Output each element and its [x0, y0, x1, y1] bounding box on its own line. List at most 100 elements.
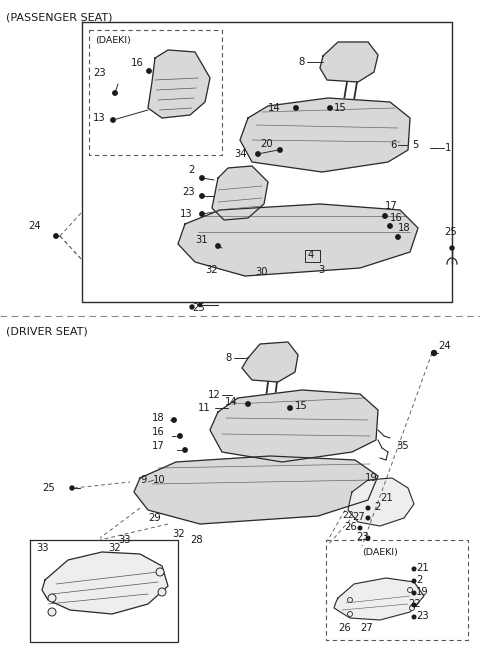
Circle shape [396, 235, 400, 239]
Circle shape [412, 615, 416, 619]
Circle shape [156, 568, 164, 576]
Circle shape [158, 588, 166, 596]
Text: 14: 14 [268, 103, 281, 113]
Circle shape [113, 91, 117, 95]
Text: 27: 27 [352, 512, 365, 522]
Text: 23: 23 [182, 187, 194, 197]
Text: (DAEKI): (DAEKI) [95, 36, 131, 45]
Circle shape [366, 536, 370, 540]
Circle shape [70, 486, 74, 490]
Circle shape [412, 579, 416, 583]
Text: 18: 18 [152, 413, 165, 423]
Circle shape [450, 246, 454, 250]
Text: 23: 23 [356, 532, 369, 542]
Text: 18: 18 [398, 223, 410, 233]
Text: 11: 11 [198, 403, 211, 413]
Text: 35: 35 [396, 441, 408, 451]
Text: 32: 32 [205, 265, 217, 275]
Text: 4: 4 [308, 250, 314, 260]
Text: 1: 1 [445, 143, 451, 153]
Polygon shape [320, 42, 378, 82]
Polygon shape [212, 166, 268, 220]
Circle shape [178, 434, 182, 438]
Text: (DRIVER SEAT): (DRIVER SEAT) [6, 326, 88, 336]
Text: 8: 8 [225, 353, 231, 363]
Polygon shape [242, 342, 298, 382]
Circle shape [199, 304, 202, 306]
Text: 22: 22 [408, 599, 421, 609]
Circle shape [383, 214, 387, 218]
Circle shape [412, 591, 416, 595]
Text: 8: 8 [298, 57, 304, 67]
Text: 28: 28 [190, 535, 203, 545]
Circle shape [412, 567, 416, 571]
Text: 16: 16 [390, 213, 403, 223]
Circle shape [200, 176, 204, 180]
Circle shape [366, 516, 370, 520]
Circle shape [147, 69, 151, 73]
Circle shape [256, 152, 260, 156]
Circle shape [190, 305, 194, 309]
Text: 13: 13 [180, 209, 192, 219]
Circle shape [328, 106, 332, 110]
Text: 3: 3 [318, 265, 324, 275]
Polygon shape [210, 390, 378, 462]
Text: (PASSENGER SEAT): (PASSENGER SEAT) [6, 12, 112, 22]
Circle shape [54, 234, 58, 238]
Text: 26: 26 [338, 623, 351, 633]
Text: 25: 25 [192, 303, 205, 313]
Polygon shape [134, 456, 378, 524]
Text: 33: 33 [36, 543, 48, 553]
Circle shape [172, 418, 176, 422]
Circle shape [48, 594, 56, 602]
Text: 19: 19 [365, 473, 378, 483]
Text: 13: 13 [93, 113, 106, 123]
Polygon shape [334, 578, 424, 620]
Circle shape [278, 148, 282, 152]
Text: 22: 22 [342, 512, 354, 520]
Text: 21: 21 [380, 493, 393, 503]
Text: 23: 23 [416, 611, 429, 621]
Text: 17: 17 [152, 441, 165, 451]
Text: 21: 21 [416, 563, 429, 573]
Text: 31: 31 [195, 235, 208, 245]
Text: 12: 12 [208, 390, 221, 400]
Text: 15: 15 [295, 401, 308, 411]
Circle shape [348, 611, 352, 617]
Circle shape [408, 588, 412, 592]
Text: 6: 6 [390, 140, 396, 150]
Text: 24: 24 [438, 341, 451, 351]
Circle shape [200, 194, 204, 198]
Circle shape [348, 598, 352, 602]
Text: 17: 17 [385, 201, 398, 211]
Text: 24: 24 [28, 221, 41, 231]
Polygon shape [348, 478, 414, 526]
Text: 14: 14 [225, 397, 238, 407]
Polygon shape [148, 50, 210, 118]
Circle shape [216, 244, 220, 248]
Text: 34: 34 [234, 149, 247, 159]
Polygon shape [42, 552, 168, 614]
Circle shape [183, 448, 187, 452]
Polygon shape [178, 204, 418, 276]
Text: 32: 32 [172, 529, 185, 539]
Circle shape [409, 605, 415, 611]
Circle shape [200, 212, 204, 216]
Text: 9: 9 [140, 475, 146, 485]
Text: (DAEKI): (DAEKI) [362, 548, 398, 557]
Circle shape [388, 224, 392, 228]
Text: 19: 19 [416, 587, 429, 597]
Text: 2: 2 [188, 165, 194, 175]
Text: 16: 16 [152, 427, 165, 437]
Text: 25: 25 [444, 227, 457, 237]
Text: 25: 25 [42, 483, 55, 493]
Circle shape [412, 604, 416, 607]
Text: 26: 26 [344, 522, 357, 532]
Circle shape [366, 506, 370, 510]
Text: 16: 16 [131, 58, 144, 68]
Text: 23: 23 [93, 68, 106, 78]
Circle shape [48, 608, 56, 616]
Text: 10: 10 [153, 475, 166, 485]
Text: 20: 20 [260, 139, 273, 149]
Text: 15: 15 [334, 103, 347, 113]
